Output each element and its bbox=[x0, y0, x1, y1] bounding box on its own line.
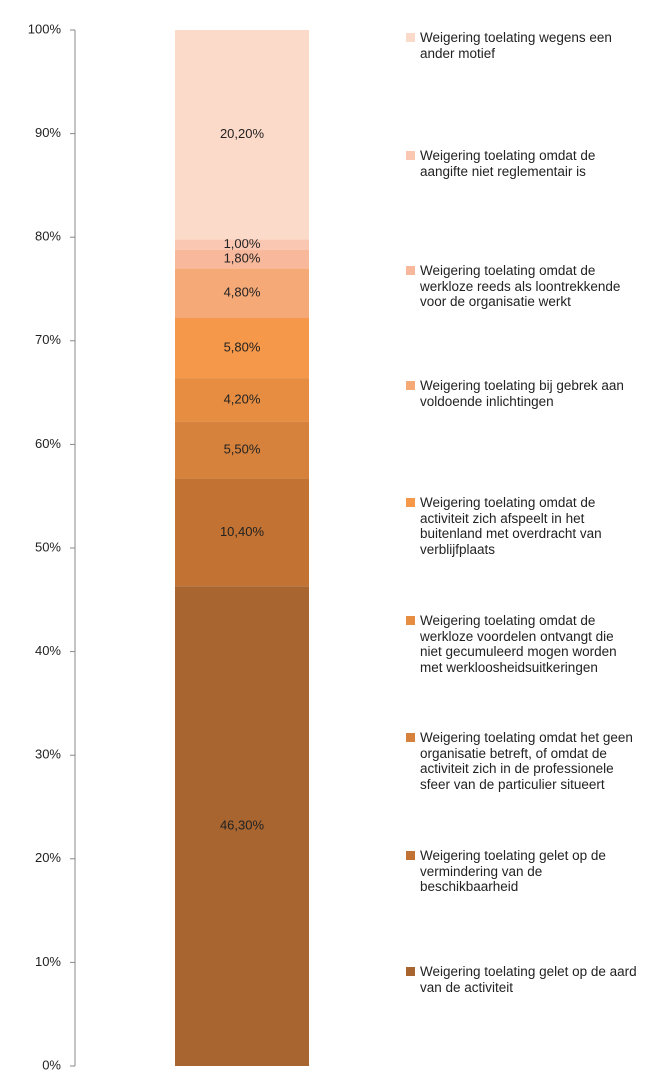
legend-swatch bbox=[406, 381, 415, 390]
legend-item: Weigering toelating gelet op de aard van… bbox=[406, 964, 638, 995]
y-tick-label: 70% bbox=[35, 332, 61, 347]
legend-label: Weigering toelating omdat de aangifte ni… bbox=[420, 148, 596, 179]
legend-label: Weigering toelating wegens een ander mot… bbox=[420, 30, 612, 61]
data-label: 4,80% bbox=[224, 285, 261, 300]
data-label: 20,20% bbox=[220, 126, 265, 141]
bar-segment bbox=[175, 30, 309, 240]
bar-segment bbox=[175, 421, 309, 479]
data-label: 46,30% bbox=[220, 818, 265, 833]
data-label: 10,40% bbox=[220, 524, 265, 539]
legend-item: Weigering toelating omdat de aangifte ni… bbox=[406, 148, 638, 179]
data-label: 5,80% bbox=[224, 339, 261, 354]
bar-segment bbox=[175, 268, 309, 319]
y-tick-label: 30% bbox=[35, 747, 61, 762]
y-tick-label: 90% bbox=[35, 125, 61, 140]
legend-item: Weigering toelating omdat het geen organ… bbox=[406, 730, 638, 792]
y-tick-label: 20% bbox=[35, 850, 61, 865]
legend-item: Weigering toelating omdat de activiteit … bbox=[406, 495, 638, 557]
legend-swatch bbox=[406, 266, 415, 275]
legend-swatch bbox=[406, 967, 415, 976]
legend-label: Weigering toelating gelet op de aard van… bbox=[420, 964, 637, 995]
legend-label: Weigering toelating omdat de werkloze vo… bbox=[420, 613, 617, 675]
legend-label: Weigering toelating omdat de activiteit … bbox=[420, 495, 602, 557]
y-tick-label: 80% bbox=[35, 229, 61, 244]
y-tick-label: 0% bbox=[42, 1057, 61, 1072]
bar-segment bbox=[175, 249, 309, 269]
legend-item: Weigering toelating omdat de werkloze re… bbox=[406, 263, 638, 310]
bar-segment bbox=[175, 239, 309, 250]
data-label: 5,50% bbox=[224, 442, 261, 457]
y-tick-label: 60% bbox=[35, 436, 61, 451]
y-tick-label: 40% bbox=[35, 643, 61, 658]
bar-segment bbox=[175, 378, 309, 422]
data-label: 1,80% bbox=[224, 250, 261, 265]
legend-swatch bbox=[406, 33, 415, 42]
y-tick-label: 10% bbox=[35, 954, 61, 969]
y-tick-label: 50% bbox=[35, 539, 61, 554]
legend-label: Weigering toelating gelet op de verminde… bbox=[420, 848, 606, 894]
legend-label: Weigering toelating omdat het geen organ… bbox=[420, 730, 633, 792]
legend-label: Weigering toelating bij gebrek aan voldo… bbox=[420, 378, 624, 409]
legend-swatch bbox=[406, 851, 415, 860]
legend-swatch bbox=[406, 498, 415, 507]
legend-swatch bbox=[406, 616, 415, 625]
bar-segment bbox=[175, 478, 309, 587]
y-tick-label: 100% bbox=[28, 21, 62, 36]
legend-item: Weigering toelating omdat de werkloze vo… bbox=[406, 613, 638, 675]
data-label: 1,00% bbox=[224, 236, 261, 251]
legend-item: Weigering toelating gelet op de verminde… bbox=[406, 848, 638, 895]
legend-label: Weigering toelating omdat de werkloze re… bbox=[420, 263, 621, 309]
legend-swatch bbox=[406, 733, 415, 742]
legend-item: Weigering toelating bij gebrek aan voldo… bbox=[406, 378, 638, 409]
bar-segment bbox=[175, 586, 309, 1066]
data-label: 4,20% bbox=[224, 391, 261, 406]
legend-item: Weigering toelating wegens een ander mot… bbox=[406, 30, 638, 61]
bar-segment bbox=[175, 318, 309, 379]
legend-swatch bbox=[406, 151, 415, 160]
